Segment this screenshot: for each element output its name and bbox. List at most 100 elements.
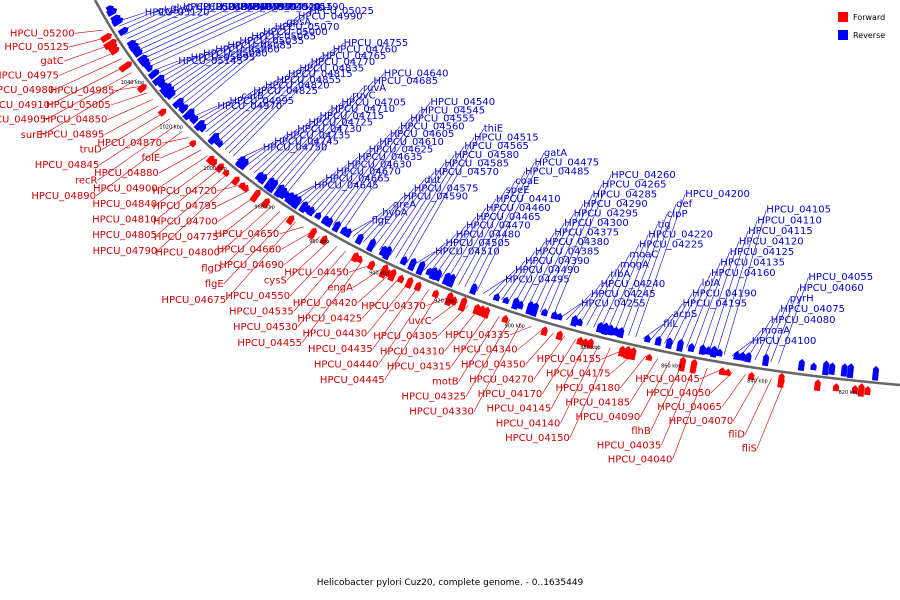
gene-label: HPCU_04840 — [92, 199, 157, 210]
leader-line — [158, 149, 202, 174]
forward-gene-arrow — [99, 32, 112, 44]
forward-gene-arrow — [260, 198, 271, 209]
forward-gene-arrow — [355, 255, 363, 264]
leader-line — [569, 347, 611, 439]
gene-label: flgD — [201, 263, 222, 274]
leader-line — [225, 221, 296, 300]
gene-label: moaA — [761, 326, 790, 337]
forward-gene-arrow — [157, 108, 167, 117]
leader-line — [607, 234, 649, 331]
gene-label: HPCU_04375 — [554, 228, 619, 239]
gene-label: HPCU_04260 — [611, 170, 676, 181]
forward-gene-arrow — [444, 292, 454, 307]
forward-gene-arrow — [813, 379, 821, 392]
gene-label: HPCU_04475 — [535, 157, 600, 168]
leader-line — [74, 29, 103, 34]
forward-gene-arrow — [457, 296, 468, 312]
leader-line — [104, 105, 159, 135]
leader-line — [464, 171, 526, 288]
gene-label: folE — [141, 153, 160, 164]
gene-label: speE — [506, 185, 530, 196]
gene-label: HPCU_04350 — [461, 360, 526, 371]
reverse-gene-arrow — [595, 322, 604, 334]
leader-line — [201, 90, 254, 129]
forward-gene-arrow — [118, 61, 132, 73]
gene-label: HPCU_05070 — [275, 22, 340, 33]
gene-label: HPCU_04310 — [380, 346, 445, 357]
forward-gene-arrow — [214, 163, 224, 174]
gene-label: HPCU_04120 — [739, 236, 804, 247]
gene-label: HPCU_04530 — [233, 322, 298, 333]
gene-label: HPCU_04495 — [505, 274, 570, 285]
gene-label: truD — [80, 145, 102, 156]
leader-line — [650, 363, 683, 432]
leader-line — [526, 213, 574, 309]
gene-label: HPCU_04140 — [496, 418, 561, 429]
reverse-gene-arrow — [810, 362, 817, 371]
gene-label: HPCU_04455 — [237, 338, 302, 349]
leader-line — [716, 220, 758, 354]
gene-label: HPCU_04755 — [344, 38, 409, 49]
reverse-swatch — [838, 30, 848, 40]
leader-line — [58, 51, 117, 76]
gene-label: HPCU_04330 — [409, 407, 474, 418]
leader-line — [458, 180, 516, 285]
gene-label: HPCU_04650 — [215, 229, 280, 240]
reverse-gene-arrow — [132, 49, 143, 58]
tick-label: 920 kbp — [434, 299, 454, 305]
gene-label: HPCU_04380 — [545, 237, 610, 248]
leader-line — [217, 189, 250, 207]
gene-label: HPCU_04265 — [602, 180, 667, 191]
leader-line — [161, 137, 189, 144]
gene-label: HPCU_04560 — [400, 121, 465, 132]
gene-label: HPCU_04335 — [445, 330, 510, 341]
reverse-gene-arrow — [254, 172, 264, 182]
leader-line — [368, 188, 415, 246]
leader-line — [744, 378, 772, 435]
gene-label: HPCU_04190 — [692, 289, 757, 300]
gene-label: HPCU_04990 — [298, 12, 363, 23]
leader-line — [257, 115, 320, 177]
leader-line — [42, 79, 137, 136]
leader-line — [54, 58, 122, 91]
leader-line — [465, 319, 511, 397]
gene-label: HPCU_04645 — [314, 181, 379, 192]
leader-line — [379, 171, 435, 251]
leader-line — [619, 355, 647, 389]
gene-features — [99, 5, 880, 397]
gene-label: HPCU_04125 — [730, 247, 795, 258]
leader-line — [601, 350, 623, 360]
gene-label: HPCU_04850 — [43, 115, 108, 126]
leader-line — [533, 203, 584, 311]
forward-gene-arrow — [249, 189, 261, 203]
leader-line — [194, 100, 230, 122]
gene-label: HPCU_05060 — [215, 45, 280, 56]
kbp-ticks: 1040 kbp 1020 kbp 1000 kbp 980 kbp 960 kbp 94… — [121, 80, 859, 396]
gene-label: recR — [75, 175, 98, 186]
leader-line — [384, 163, 445, 253]
reverse-gene-arrow — [606, 324, 614, 336]
gene-label: HPCU_04055 — [808, 272, 873, 283]
forward-gene-arrow — [777, 372, 785, 389]
gene-label: HPCU_04485 — [525, 167, 590, 178]
leader-line — [671, 282, 702, 346]
gene-label: HPCU_05095 — [191, 53, 256, 64]
forward-gene-arrow — [623, 345, 632, 360]
leader-line — [160, 49, 216, 84]
gene-label: HPCU_04370 — [361, 301, 426, 312]
reverse-gene-arrow — [263, 177, 275, 191]
reverse-gene-arrow — [616, 327, 625, 339]
gene-label: thiE — [484, 124, 503, 135]
gene-label: HPCU_04610 — [379, 137, 444, 148]
leader-line — [723, 209, 767, 355]
reverse-gene-arrow — [550, 311, 558, 320]
leader-line — [509, 326, 532, 336]
forward-gene-arrow — [404, 277, 414, 289]
reverse-gene-arrow — [147, 69, 160, 80]
leader-line — [307, 156, 359, 212]
genome-backbone — [93, 0, 900, 387]
gene-label: HPCU_04725 — [308, 118, 373, 129]
forward-gene-arrow — [109, 46, 120, 56]
reverse-gene-arrow — [441, 272, 452, 286]
gene-label: cysS — [264, 275, 287, 286]
